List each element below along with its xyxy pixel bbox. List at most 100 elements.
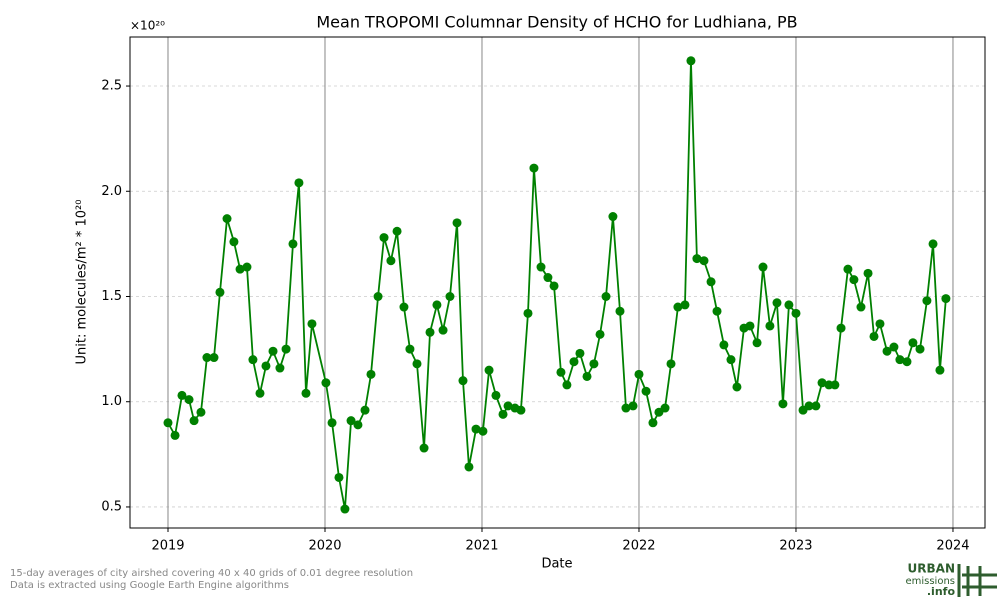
data-point [595, 329, 605, 339]
data-point [680, 300, 690, 310]
data-point [275, 363, 285, 373]
data-point [752, 338, 762, 348]
data-point [830, 380, 840, 390]
data-point [882, 346, 892, 356]
data-point [196, 407, 206, 417]
data-point [836, 323, 846, 333]
data-point [634, 369, 644, 379]
data-point [621, 403, 631, 413]
data-point [589, 359, 599, 369]
data-point [791, 308, 801, 318]
data-point [562, 380, 572, 390]
data-point [229, 237, 239, 247]
data-point [784, 300, 794, 310]
data-point [817, 378, 827, 388]
data-point [575, 348, 585, 358]
data-point [215, 287, 225, 297]
data-point [464, 462, 474, 472]
data-point [641, 386, 651, 396]
data-point [928, 239, 938, 249]
data-point [529, 163, 539, 173]
data-point [843, 264, 853, 274]
data-point [445, 291, 455, 301]
data-point [712, 306, 722, 316]
data-point [849, 275, 859, 285]
footnote: Data is extracted using Google Earth Eng… [10, 580, 289, 591]
data-point [340, 504, 350, 514]
data-point [498, 409, 508, 419]
data-point [608, 212, 618, 222]
data-point [301, 388, 311, 398]
data-point [628, 401, 638, 411]
data-point [908, 338, 918, 348]
logo-mark [957, 564, 997, 597]
x-tick-label: 2021 [465, 539, 498, 554]
data-point [772, 298, 782, 308]
data-point [268, 346, 278, 356]
data-point [255, 388, 265, 398]
data-point [458, 376, 468, 386]
data-point [902, 357, 912, 367]
y-tick-label: 1.5 [101, 289, 122, 304]
data-point [863, 268, 873, 278]
data-point [353, 420, 363, 430]
data-point [170, 430, 180, 440]
data-point [536, 262, 546, 272]
x-axis-label: Date [541, 557, 572, 572]
data-point [765, 321, 775, 331]
logo-text: URBAN [908, 562, 955, 576]
x-tick-label: 2024 [936, 539, 969, 554]
y-tick-label: 1.0 [101, 394, 122, 409]
data-point [288, 239, 298, 249]
data-point [379, 233, 389, 243]
data-point [601, 291, 611, 301]
data-point [163, 418, 173, 428]
data-point [432, 300, 442, 310]
data-point [543, 273, 553, 283]
data-point [569, 357, 579, 367]
data-point [915, 344, 925, 354]
data-point [222, 214, 232, 224]
y-tick-label: 2.5 [101, 79, 122, 94]
data-point [523, 308, 533, 318]
data-point [869, 331, 879, 341]
data-point [941, 294, 951, 304]
x-tick-label: 2022 [622, 539, 655, 554]
data-point [895, 355, 905, 365]
data-point [582, 371, 592, 381]
logo-text: emissions [905, 576, 955, 587]
data-point [889, 342, 899, 352]
x-tick-label: 2020 [308, 539, 341, 554]
data-point [373, 291, 383, 301]
data-point [699, 256, 709, 266]
data-point [673, 302, 683, 312]
data-point [745, 321, 755, 331]
data-point [503, 401, 513, 411]
data-point [856, 302, 866, 312]
data-point [660, 403, 670, 413]
data-point [758, 262, 768, 272]
data-point [648, 418, 658, 428]
y-offset-label: ×10²⁰ [130, 19, 165, 33]
data-point [366, 369, 376, 379]
data-point [307, 319, 317, 329]
data-point [392, 226, 402, 236]
data-point [327, 418, 337, 428]
data-point [471, 424, 481, 434]
data-point [281, 344, 291, 354]
data-point [804, 401, 814, 411]
data-point [242, 262, 252, 272]
data-point [732, 382, 742, 392]
data-point [726, 355, 736, 365]
data-point [706, 277, 716, 287]
data-point [419, 443, 429, 453]
data-point [321, 378, 331, 388]
data-point [184, 395, 194, 405]
y-tick-label: 2.0 [101, 184, 122, 199]
y-tick-label: 0.5 [101, 499, 122, 514]
data-point [491, 390, 501, 400]
data-point [235, 264, 245, 274]
data-point [438, 325, 448, 335]
data-point [516, 405, 526, 415]
